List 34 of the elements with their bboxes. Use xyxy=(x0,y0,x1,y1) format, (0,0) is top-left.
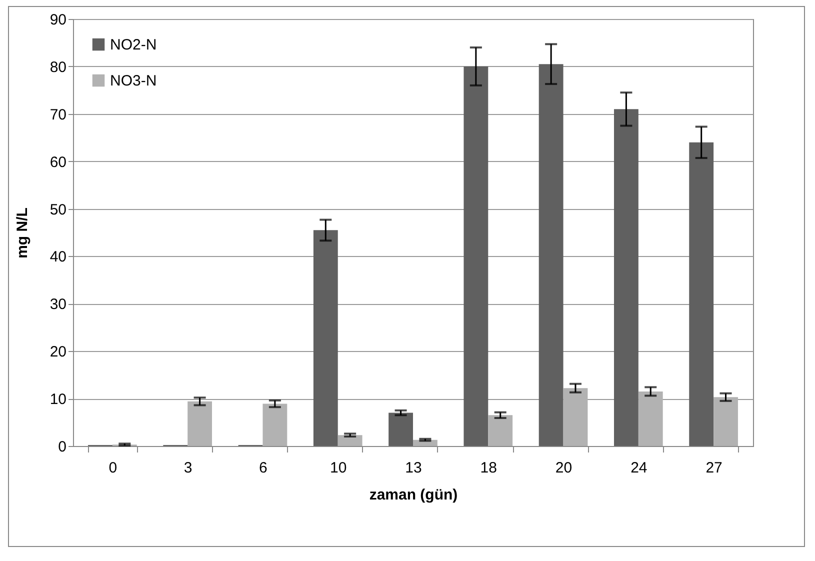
bar xyxy=(714,397,738,446)
y-tick-label: 30 xyxy=(50,296,66,314)
x-tick-label: 13 xyxy=(405,460,422,476)
y-tick-label: 40 xyxy=(50,248,66,266)
x-axis-title: zaman (gün) xyxy=(369,486,458,504)
x-tick-label: 3 xyxy=(184,460,192,476)
x-tick-label: 27 xyxy=(706,460,722,476)
y-axis-title: mg N/L xyxy=(14,208,31,258)
y-tick-label: 0 xyxy=(58,438,66,456)
x-tick-label: 24 xyxy=(630,460,648,476)
y-tick-label: 60 xyxy=(50,154,66,171)
y-tick-label: 20 xyxy=(50,344,66,361)
x-tick-label: 10 xyxy=(330,460,347,476)
y-tick-label: 50 xyxy=(50,201,66,218)
legend-label: NO3-N xyxy=(110,72,157,90)
bar xyxy=(464,66,488,446)
bar xyxy=(538,64,564,446)
x-tick-label: 6 xyxy=(259,460,268,476)
bar xyxy=(262,404,288,446)
bar xyxy=(313,230,338,446)
x-tick-label: 0 xyxy=(108,460,118,476)
bar xyxy=(638,391,663,446)
bar xyxy=(614,109,638,446)
y-tick-label: 70 xyxy=(50,106,66,124)
x-tick-label: 20 xyxy=(555,460,572,476)
legend-label: NO2-N xyxy=(110,36,157,54)
bar xyxy=(689,142,714,446)
bar xyxy=(563,388,588,446)
y-tick-label: 90 xyxy=(50,12,66,28)
bar xyxy=(488,415,513,446)
bar xyxy=(188,401,212,446)
x-tick-label: 18 xyxy=(480,460,497,476)
y-tick-label: 80 xyxy=(50,58,66,76)
y-tick-label: 10 xyxy=(50,391,66,408)
